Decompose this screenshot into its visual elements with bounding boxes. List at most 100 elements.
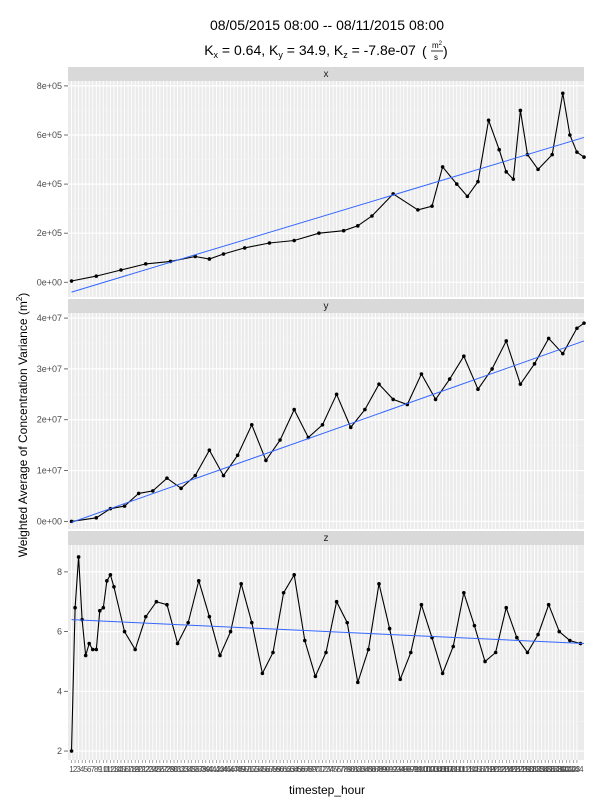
x-tick-label: 120 xyxy=(485,765,499,774)
x-tick-label: 24 xyxy=(148,765,157,774)
x-tick-label: 39 xyxy=(201,765,210,774)
data-point xyxy=(416,208,420,212)
data-point xyxy=(218,653,222,658)
y-tick-label: 6 xyxy=(57,627,62,637)
trend-line-z xyxy=(71,619,585,645)
x-tick-label: 99 xyxy=(413,765,422,774)
y-tick-label: 6e+05 xyxy=(37,130,62,140)
data-point xyxy=(560,351,565,356)
x-tick-label: 121 xyxy=(489,765,503,774)
x-tick-label: 37 xyxy=(194,765,203,774)
x-tick-label: 44 xyxy=(219,765,228,774)
x-tick-label: 69 xyxy=(307,765,316,774)
data-point xyxy=(108,573,113,577)
data-point xyxy=(486,118,491,123)
data-point xyxy=(313,674,318,679)
data-point xyxy=(582,321,586,325)
data-point xyxy=(483,659,487,664)
data-point xyxy=(207,257,212,261)
x-tick-label: 113 xyxy=(461,765,474,774)
data-point xyxy=(221,473,226,478)
data-point xyxy=(345,620,350,625)
x-tick-label: 98 xyxy=(410,765,419,774)
data-point xyxy=(493,650,498,655)
x-tick-label: 80 xyxy=(346,765,355,774)
x-tick-label: 88 xyxy=(375,765,384,774)
x-tick-label: 138 xyxy=(549,765,563,774)
x-tick-label: 23 xyxy=(145,765,154,774)
x-tick-label: 11 xyxy=(103,765,112,774)
x-tick-label: 107 xyxy=(439,765,453,774)
x-tick-label: 3 xyxy=(76,765,81,774)
x-axis-title: timestep_hour xyxy=(289,783,365,797)
data-point xyxy=(324,650,328,655)
x-tick-label: 63 xyxy=(286,765,295,774)
x-tick-label: 27 xyxy=(159,765,168,774)
data-point xyxy=(504,170,509,174)
x-tick-label: 82 xyxy=(353,765,362,774)
data-point xyxy=(546,336,551,341)
chart-title: 08/05/2015 08:00 -- 08/11/2015 08:00 xyxy=(210,17,444,33)
data-point xyxy=(575,150,579,154)
x-tick-label: 25 xyxy=(152,765,161,774)
x-tick-label: 62 xyxy=(283,765,292,774)
x-tick-label: 128 xyxy=(514,765,528,774)
x-tick-label: 84 xyxy=(360,765,369,774)
data-point xyxy=(302,638,307,643)
x-tick-label: 34 xyxy=(184,765,193,774)
facet-strip-label: y xyxy=(324,301,329,312)
x-tick-label: 72 xyxy=(318,765,327,774)
x-tick-label: 35 xyxy=(187,765,196,774)
x-tick-label: 111 xyxy=(454,765,467,774)
facet-strip xyxy=(68,299,584,313)
x-tick-label: 14 xyxy=(113,765,122,774)
x-tick-label: 70 xyxy=(311,765,320,774)
data-point xyxy=(143,614,148,619)
data-point xyxy=(133,647,137,652)
x-tick-label: 26 xyxy=(155,765,164,774)
data-point xyxy=(281,590,286,595)
x-tick-label: 22 xyxy=(141,765,150,774)
x-tick-label: 119 xyxy=(482,765,495,774)
facet-strip xyxy=(68,67,584,81)
data-point xyxy=(193,473,198,478)
x-tick-label: 92 xyxy=(389,765,398,774)
data-point xyxy=(451,644,456,649)
data-point xyxy=(196,579,201,583)
data-point xyxy=(122,629,127,634)
data-point xyxy=(497,147,501,152)
x-tick-label: 110 xyxy=(450,765,463,774)
data-point xyxy=(398,677,403,682)
x-tick-label: 7 xyxy=(91,765,96,774)
x-tick-label: 46 xyxy=(226,765,235,774)
y-tick-label: 4 xyxy=(57,686,62,696)
x-tick-label: 129 xyxy=(517,765,531,774)
data-point xyxy=(575,326,579,331)
x-tick-label: 65 xyxy=(293,765,302,774)
data-point xyxy=(409,650,413,655)
data-point xyxy=(98,608,102,613)
x-tick-label: 73 xyxy=(322,765,331,774)
data-point xyxy=(550,152,554,157)
data-point xyxy=(69,279,74,283)
facet-strip xyxy=(68,531,584,545)
x-tick-label: 101 xyxy=(418,765,432,774)
x-tick-label: 64 xyxy=(290,765,299,774)
data-point xyxy=(76,555,81,559)
facet-panel-x: x 0e+00 2e+05 4e+05 6e+05 8e+05 xyxy=(37,67,586,297)
data-point xyxy=(348,425,353,430)
data-point xyxy=(356,224,360,228)
data-point xyxy=(440,165,445,169)
x-tick-label: 33 xyxy=(180,765,189,774)
x-tick-label: 133 xyxy=(531,765,545,774)
data-point xyxy=(267,241,272,245)
data-point xyxy=(260,671,265,676)
data-point xyxy=(242,246,247,250)
x-tick-label: 103 xyxy=(425,765,439,774)
y-tick-label: 1e+07 xyxy=(37,466,62,476)
data-point xyxy=(490,367,494,371)
data-point xyxy=(239,582,243,586)
x-tick-label: 60 xyxy=(276,765,285,774)
data-point xyxy=(582,155,586,159)
